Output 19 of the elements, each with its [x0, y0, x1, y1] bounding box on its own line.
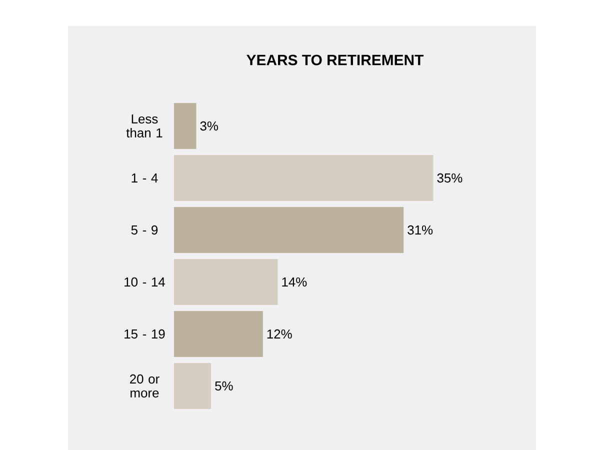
- bar: [174, 258, 278, 305]
- y-tick-label: 1 - 4: [132, 174, 158, 182]
- data-label: 31%: [408, 225, 433, 235]
- y-tick-label: 20 or more: [130, 374, 160, 398]
- data-label: 35%: [437, 173, 462, 183]
- data-label: 14%: [282, 277, 307, 287]
- y-tick-label: 5 - 9: [131, 225, 158, 235]
- y-tick-label: 10 - 14: [124, 277, 165, 287]
- data-label: 3%: [200, 121, 218, 131]
- chart-title: YEARS TO RETIREMENT: [246, 54, 424, 66]
- y-tick-label: 15 - 19: [124, 329, 165, 339]
- bar: [174, 102, 196, 149]
- data-label: 12%: [267, 329, 292, 339]
- bar: [174, 154, 434, 201]
- y-tick-label: Less than 1: [126, 114, 162, 138]
- bar: [174, 310, 263, 357]
- data-label: 5%: [215, 381, 233, 391]
- bar: [174, 362, 212, 409]
- bar: [174, 206, 404, 253]
